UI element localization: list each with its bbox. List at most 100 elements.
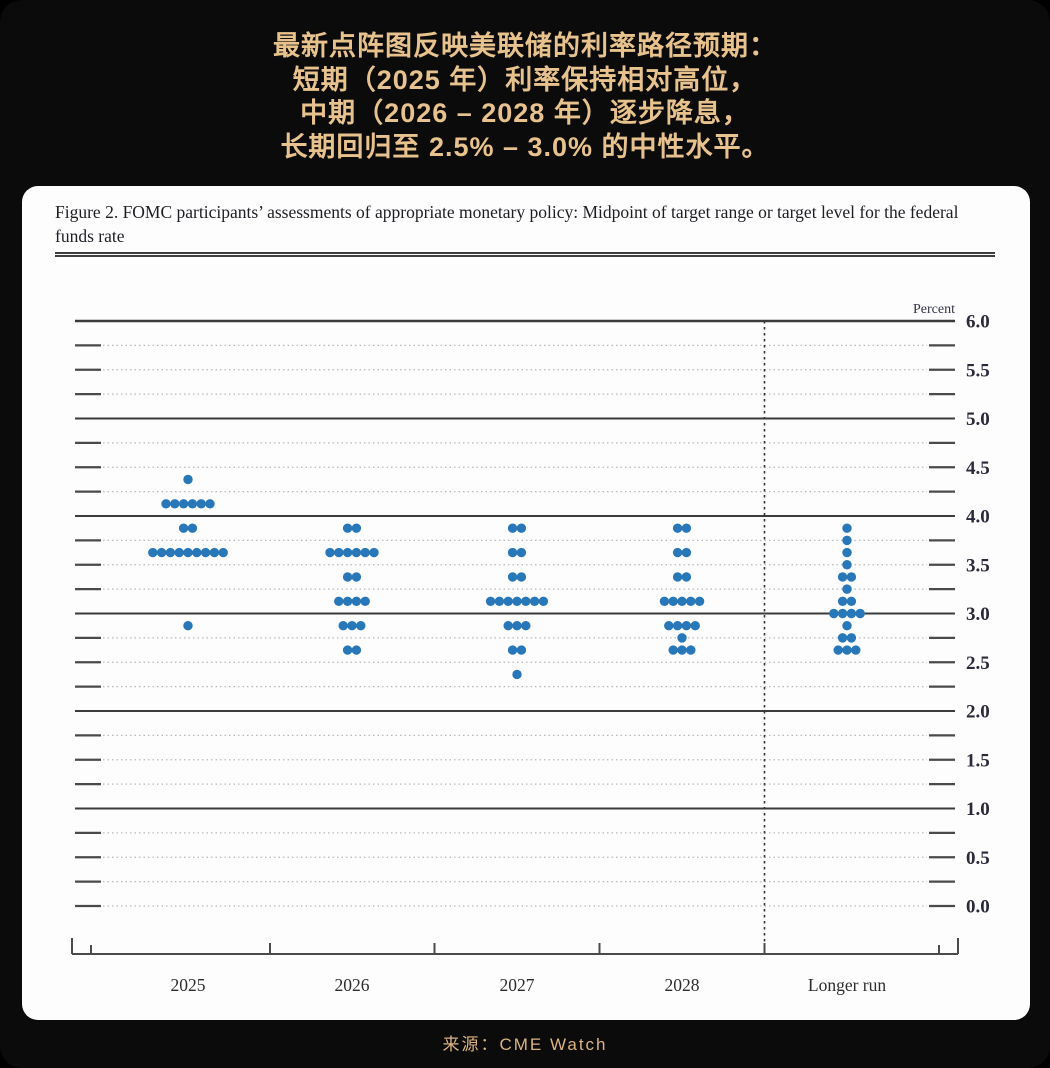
dot [672, 572, 683, 582]
dot [342, 596, 353, 607]
dot [165, 547, 176, 558]
dot [516, 547, 527, 558]
dot [846, 596, 857, 607]
dot [681, 572, 692, 582]
dot [342, 523, 353, 533]
dot [677, 645, 687, 655]
dot [170, 499, 180, 509]
figure-title: Figure 2. FOMC participants’ assessments… [55, 202, 959, 247]
dot [694, 596, 705, 607]
dot [351, 572, 362, 582]
dot [156, 547, 167, 558]
dot [351, 596, 362, 607]
dot [342, 547, 353, 558]
dot [187, 499, 198, 509]
dot [516, 645, 527, 655]
y-axis-label: 3.0 [966, 604, 990, 625]
dot [516, 572, 527, 582]
dot [833, 645, 843, 655]
y-axis-label: 2.0 [966, 702, 990, 723]
dot [351, 547, 362, 558]
dot [842, 535, 852, 546]
dot [837, 572, 848, 582]
y-axis-label: 5.0 [966, 409, 990, 430]
dot [347, 620, 357, 631]
dot [334, 547, 344, 558]
dot [342, 645, 353, 655]
dot-plot-chart: Percent 6.0 5.5 5.0 4.5 4.0 3.5 3.0 2.5 2.0 1.5 1.0… [71, 302, 990, 995]
dot [507, 645, 518, 655]
dot [842, 560, 852, 570]
dot [174, 547, 184, 558]
dot [538, 596, 549, 607]
dot [512, 596, 522, 607]
y-axis-label: 1.0 [966, 799, 990, 820]
percent-axis-label: Percent [913, 302, 955, 317]
dot [686, 645, 696, 655]
dot [503, 620, 513, 631]
dot [178, 499, 189, 509]
dot [690, 620, 700, 631]
dot [187, 523, 198, 533]
headline-line: 长期回归至 2.5% – 3.0% 的中性水平。 [280, 131, 770, 162]
dot [677, 633, 687, 643]
dot [521, 596, 531, 607]
dot [148, 547, 158, 558]
dot [351, 523, 362, 533]
dot [200, 547, 211, 558]
dot [851, 645, 861, 655]
y-axis-label: 5.5 [966, 360, 990, 381]
y-axis-label: 3.5 [966, 555, 990, 576]
y-axis-label: 2.5 [966, 653, 990, 674]
dot [672, 523, 683, 533]
dot [183, 474, 193, 485]
dot [351, 645, 362, 655]
dot [325, 547, 335, 558]
dot [842, 547, 852, 558]
dot [183, 620, 193, 631]
dot [837, 633, 848, 643]
dot [356, 620, 366, 631]
y-axis-label: 1.5 [966, 750, 990, 771]
dot [664, 620, 674, 631]
dot [161, 499, 171, 509]
dot [686, 596, 696, 607]
dot [485, 596, 496, 607]
x-axis-category-label: Longer run [808, 975, 886, 995]
dot [681, 547, 692, 558]
dot [659, 596, 670, 607]
dot [205, 499, 215, 509]
headline-line: 短期（2025 年）利率保持相对高位， [292, 64, 758, 95]
dot [837, 608, 848, 619]
y-axis-label: 4.0 [966, 507, 990, 528]
dot [846, 572, 857, 582]
headline: 最新点阵图反映美联储的利率路径预期： 短期（2025 年）利率保持相对高位， 中… [0, 30, 1050, 164]
dot [837, 596, 848, 607]
dot [846, 633, 857, 643]
dot [503, 596, 513, 607]
dot [677, 596, 687, 607]
y-axis-label: 6.0 [966, 312, 990, 333]
dot [668, 596, 678, 607]
dot [529, 596, 540, 607]
dot [360, 547, 370, 558]
dot [681, 620, 692, 631]
dot [521, 620, 531, 631]
dot [668, 645, 678, 655]
dot [507, 523, 518, 533]
headline-line: 最新点阵图反映美联储的利率路径预期： [273, 31, 777, 61]
dot [338, 620, 348, 631]
dot [512, 669, 522, 680]
title-divider [55, 252, 995, 257]
dot [516, 523, 527, 533]
dot [855, 608, 865, 619]
dot [507, 572, 518, 582]
dot [369, 547, 379, 558]
dot [842, 645, 852, 655]
x-axis-category-label: 2025 [171, 975, 206, 995]
y-axis-label: 0.0 [966, 897, 990, 918]
figure-panel: Figure 2. FOMC participants’ assessments… [22, 186, 1030, 1020]
dot [218, 547, 228, 558]
dot [846, 608, 857, 619]
dot [829, 608, 839, 619]
